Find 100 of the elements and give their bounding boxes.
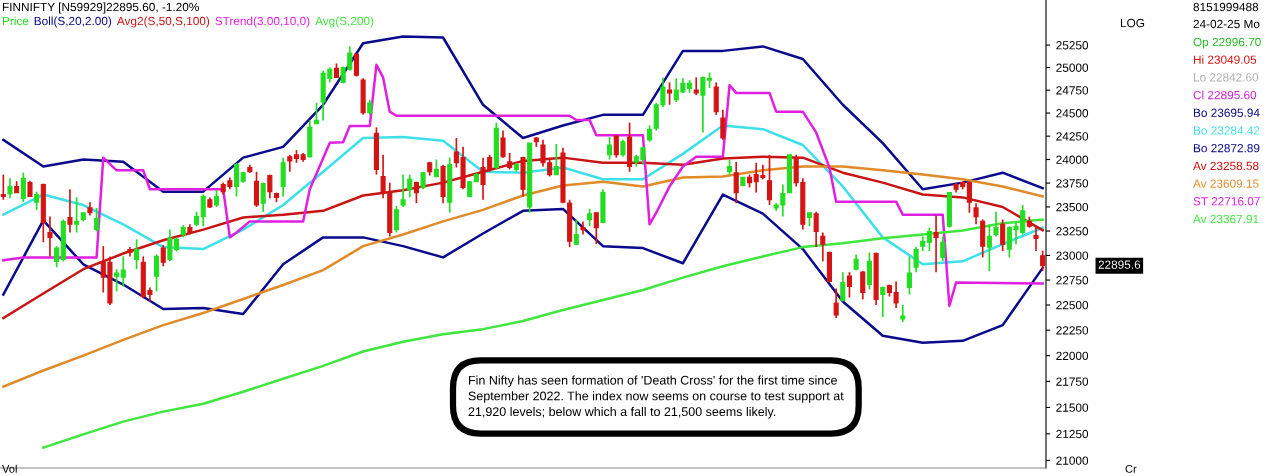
text: Hi 23049.05 — [1193, 55, 1257, 64]
line-series — [2, 193, 1044, 345]
candlestick — [940, 235, 946, 263]
y-tick-label: 24750 — [1056, 86, 1089, 95]
candlestick — [860, 270, 866, 301]
chart-title: FINNIFTY [N59929]22895.60, -1.20% — [2, 2, 199, 14]
candlestick — [693, 76, 699, 96]
y-tick-label: 24500 — [1056, 109, 1089, 118]
y-tick-label: 22750 — [1056, 276, 1089, 285]
candlestick — [54, 245, 60, 269]
candlestick — [407, 173, 413, 199]
candlestick — [573, 218, 579, 247]
y-tick-label: 21000 — [1056, 456, 1089, 465]
candlestick — [820, 231, 826, 263]
candlestick — [0, 173, 6, 201]
y-tick-label: 25250 — [1056, 41, 1089, 50]
candlestick — [973, 202, 979, 226]
y-tick-label: 21750 — [1056, 377, 1089, 386]
text: Av 23367.91 — [1193, 214, 1259, 224]
line-series — [2, 35, 1044, 193]
candlestick — [846, 271, 853, 299]
candlestick — [1033, 225, 1039, 252]
candlestick — [906, 255, 912, 296]
candlestick — [253, 170, 260, 208]
candlestick — [74, 196, 80, 234]
candlestick — [400, 173, 406, 208]
candlestick — [1040, 249, 1046, 272]
text: Av 23609.15 — [1193, 179, 1259, 188]
candlestick — [154, 253, 160, 293]
candlestick — [553, 143, 559, 176]
text: Bo 23695.94 — [1193, 108, 1260, 117]
candlestick — [1000, 218, 1006, 252]
candlestick — [593, 211, 599, 246]
candlestick — [160, 244, 166, 268]
text: STrend(3.00,10,0) — [215, 16, 310, 28]
candlestick — [200, 193, 206, 228]
candlestick — [580, 220, 586, 236]
line-series — [2, 63, 1044, 308]
y-tick-label: 22000 — [1056, 351, 1089, 361]
candlestick — [613, 134, 619, 159]
text: Av 23258.58 — [1193, 161, 1259, 171]
candlestick — [913, 246, 919, 273]
candlestick — [313, 102, 320, 125]
candlestick — [993, 210, 999, 238]
text: Bo 23284.42 — [1193, 126, 1260, 135]
candlestick — [720, 108, 726, 141]
text: Cr — [1125, 464, 1137, 473]
y-tick-label: 24250 — [1056, 132, 1089, 141]
candlestick — [880, 285, 886, 318]
line-series — [42, 218, 1044, 449]
y-tick-label: 25000 — [1056, 63, 1089, 72]
candlestick — [120, 255, 126, 288]
candlestick — [933, 214, 939, 273]
text: ST 22716.07 — [1193, 197, 1260, 206]
text: Boll(S,20,2.00) — [34, 16, 112, 28]
y-tick-label: 21500 — [1056, 403, 1089, 412]
candlestick — [20, 171, 26, 204]
candlestick — [733, 161, 739, 204]
candlestick — [67, 188, 73, 234]
y-tick-label: 22500 — [1056, 301, 1089, 310]
text: 22895.6 — [1098, 260, 1141, 269]
candlestick — [866, 251, 872, 291]
text: Avg2(S,50,S,100) — [116, 16, 210, 28]
text: Bo 22872.89 — [1193, 144, 1260, 153]
candlestick — [260, 181, 266, 213]
y-tick-label: 23750 — [1056, 179, 1089, 188]
candlestick — [7, 177, 13, 200]
candlestick — [134, 238, 140, 271]
annotation: Vol — [2, 464, 17, 473]
y-tick-label: 23500 — [1056, 202, 1089, 212]
candlestick — [47, 215, 53, 258]
text: Price — [2, 16, 29, 26]
text: Avg(S,200) — [315, 16, 374, 28]
text: Op 22996.70 — [1193, 37, 1261, 49]
y-tick-label: 22250 — [1056, 326, 1089, 335]
text: LOG — [1120, 18, 1145, 28]
candlestick — [34, 190, 40, 211]
candlestick — [926, 226, 932, 252]
candlestick — [114, 268, 120, 293]
line-series — [2, 165, 1044, 388]
y-tick-label: 21250 — [1056, 429, 1089, 439]
y-tick-label: 24000 — [1056, 155, 1089, 164]
text: Lo 22842.60 — [1193, 73, 1259, 82]
candlestick — [280, 156, 286, 198]
candlestick — [986, 223, 992, 273]
candlestick — [813, 210, 819, 248]
candlestick — [94, 207, 100, 233]
candlestick — [667, 81, 673, 106]
text: Cl 22895.60 — [1193, 90, 1257, 100]
candlestick — [833, 287, 839, 319]
annotation: Fin Nifty has seen formation of 'Death Cross' for the first time since September 2022. The index now seems on course to test support at 21,920 levels; below which a fall to 21,500 seems likely. — [468, 375, 844, 419]
candlestick — [607, 136, 613, 161]
y-tick-label: 23250 — [1056, 227, 1089, 236]
text: 24-02-25 Mo — [1193, 19, 1260, 29]
candlestick — [233, 161, 240, 198]
text: 8151999488 — [1193, 2, 1259, 12]
y-tick-label: 23000 — [1056, 251, 1089, 260]
candlestick — [840, 271, 846, 303]
candlestick — [393, 205, 399, 234]
candlestick — [500, 129, 506, 159]
